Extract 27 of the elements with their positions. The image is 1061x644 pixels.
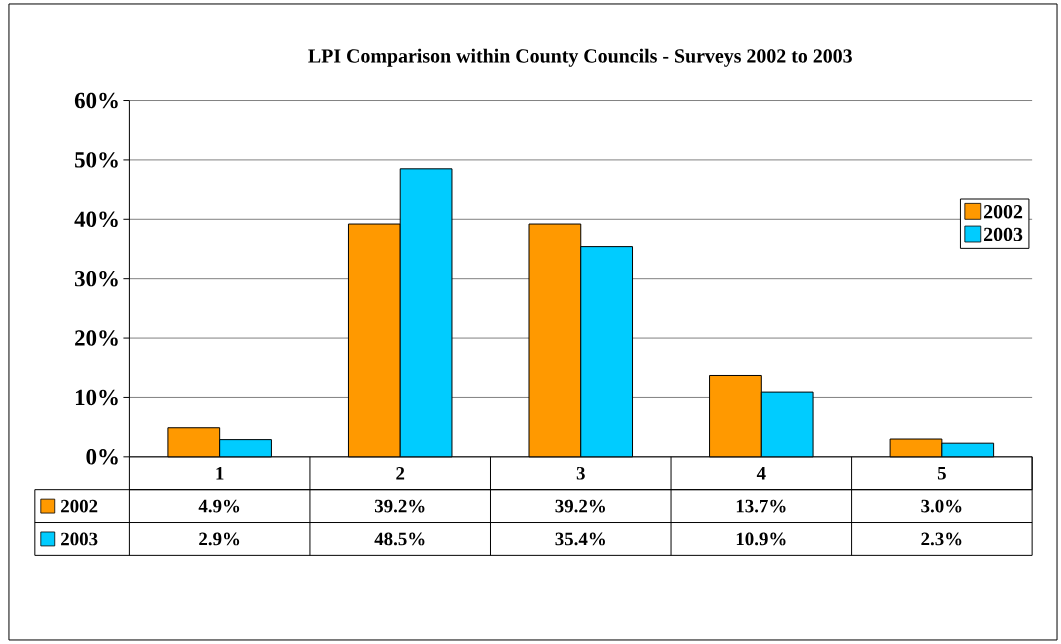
data-label: 10.9% bbox=[736, 532, 786, 546]
y-tick-label: 20% bbox=[75, 330, 118, 346]
y-tick-label: 0% bbox=[86, 449, 118, 465]
x-tick-label: 5 bbox=[937, 467, 946, 480]
legend-label: 2003 bbox=[983, 227, 1023, 242]
data-label: 13.7% bbox=[736, 499, 786, 513]
x-tick-label: 4 bbox=[756, 467, 766, 480]
data-label: 48.5% bbox=[374, 532, 425, 546]
y-tick-label: 50% bbox=[75, 152, 118, 168]
data-label: 2.9% bbox=[199, 532, 240, 546]
y-tick-label: 30% bbox=[74, 270, 118, 287]
data-label: 2.3% bbox=[921, 532, 962, 546]
legend-label: 2002 bbox=[983, 204, 1023, 219]
y-tick-label: 60% bbox=[74, 92, 118, 109]
x-tick-label: 3 bbox=[576, 466, 585, 480]
data-label: 35.4% bbox=[555, 532, 605, 546]
data-label: 4.9% bbox=[198, 499, 240, 513]
chart-title: LPI Comparison within County Councils - Surveys 2002 to 2003 bbox=[308, 48, 852, 67]
data-label: 39.2% bbox=[374, 499, 425, 513]
y-tick-label: 40% bbox=[74, 211, 118, 228]
text: 2003 bbox=[61, 532, 98, 546]
x-tick-label: 1 bbox=[216, 467, 224, 480]
data-label: 3.0% bbox=[921, 499, 962, 513]
text: 2002 bbox=[61, 499, 98, 513]
x-tick-label: 2 bbox=[396, 467, 405, 480]
data-label: 39.2% bbox=[555, 499, 605, 513]
y-tick-label: 10% bbox=[75, 389, 118, 406]
